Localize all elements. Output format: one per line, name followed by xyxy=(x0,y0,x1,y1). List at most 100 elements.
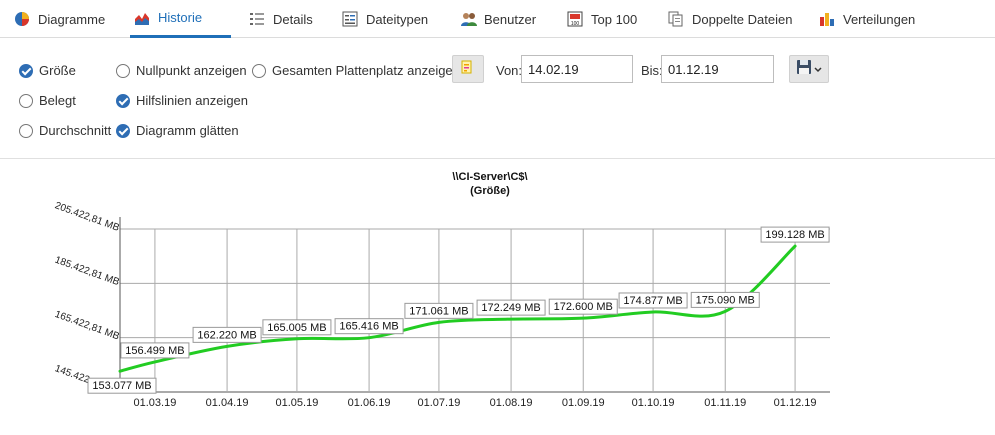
data-label: 199.128 MB xyxy=(760,226,830,243)
option-belegt[interactable]: Belegt xyxy=(19,93,76,108)
option-label: Durchschnitt xyxy=(39,123,112,138)
file-types-icon xyxy=(342,11,358,27)
x-tick-label: 01.09.19 xyxy=(562,397,605,409)
data-label: 153.077 MB xyxy=(87,377,157,394)
tab-label: Verteilungen xyxy=(843,11,916,27)
data-label-box xyxy=(548,298,618,315)
data-label-box xyxy=(87,377,157,394)
option-groesse[interactable]: Größe xyxy=(19,63,76,78)
option-glaetten[interactable]: Diagramm glätten xyxy=(116,123,239,138)
x-tick-label: 01.07.19 xyxy=(418,397,461,409)
history-chart-icon xyxy=(134,10,150,26)
von-label: Von: xyxy=(496,63,523,78)
tab-details[interactable]: Details xyxy=(245,0,313,38)
tab-doppelte-dateien[interactable]: Doppelte Dateien xyxy=(664,0,792,38)
option-plattenplatz[interactable]: Gesamten Plattenplatz anzeigen xyxy=(252,63,460,78)
data-label: 174.877 MB xyxy=(618,292,688,309)
data-label-box xyxy=(334,318,404,335)
tab-historie[interactable]: Historie xyxy=(130,0,231,38)
option-label: Belegt xyxy=(39,93,76,108)
chevron-down-icon xyxy=(814,60,822,78)
tab-top-100[interactable]: 100 Top 100 xyxy=(563,0,637,38)
data-label-box xyxy=(690,291,760,308)
svg-text:100: 100 xyxy=(571,21,580,27)
save-dropdown-button[interactable] xyxy=(789,55,829,83)
tab-benutzer[interactable]: Benutzer xyxy=(456,0,536,38)
data-label-text: 156.499 MB xyxy=(125,345,184,357)
radio-durchschnitt[interactable] xyxy=(19,123,33,138)
x-tick-label: 01.04.19 xyxy=(206,397,249,409)
tab-label: Historie xyxy=(158,10,203,25)
chart-series xyxy=(118,244,797,373)
x-tick-label: 01.12.19 xyxy=(774,397,817,409)
x-axis-ticks: 01.03.19 01.04.19 01.05.19 01.06.19 01.07.19… xyxy=(134,397,817,409)
data-label: 156.499 MB xyxy=(120,342,190,359)
chart-subtitle: (Größe) xyxy=(470,185,510,197)
data-label: 165.416 MB xyxy=(334,318,404,335)
tab-label: Doppelte Dateien xyxy=(692,11,793,27)
tab-label: Benutzer xyxy=(484,11,537,27)
legend-color-button[interactable] xyxy=(452,55,484,83)
data-label-box xyxy=(192,326,262,343)
data-label-box xyxy=(476,299,546,316)
floppy-disk-icon xyxy=(796,59,812,80)
checkbox-glaetten[interactable] xyxy=(116,123,130,138)
tab-dateitypen[interactable]: Dateitypen xyxy=(338,0,428,38)
option-label: Diagramm glätten xyxy=(136,123,239,138)
checkbox-nullpunkt[interactable] xyxy=(116,63,130,78)
x-tick-label: 01.10.19 xyxy=(632,397,675,409)
option-label: Größe xyxy=(39,63,76,78)
data-label-text: 175.090 MB xyxy=(696,294,755,306)
data-label: 172.249 MB xyxy=(476,299,546,316)
chart-data-labels: 153.077 MB 156.499 MB 162.220 MB 165.005 MB… xyxy=(87,226,830,394)
data-label-text: 171.061 MB xyxy=(409,305,468,317)
x-tick-label: 01.08.19 xyxy=(490,397,533,409)
x-tick-label: 01.11.19 xyxy=(704,397,746,409)
bis-label: Bis: xyxy=(641,63,663,78)
radio-belegt[interactable] xyxy=(19,93,33,108)
option-label: Gesamten Plattenplatz anzeigen xyxy=(272,63,460,78)
tab-label: Top 100 xyxy=(591,11,638,27)
data-label-text: 174.877 MB xyxy=(623,295,682,307)
users-icon xyxy=(460,11,477,27)
tab-label: Dateitypen xyxy=(366,11,429,27)
tab-bar: Diagramme Historie Details Dateitypen Be… xyxy=(0,0,995,38)
tab-verteilungen[interactable]: Verteilungen xyxy=(815,0,915,38)
data-label: 175.090 MB xyxy=(690,291,760,308)
x-tick-label: 01.03.19 xyxy=(134,397,177,409)
y-tick-label: 165.422,81 MB xyxy=(53,309,121,343)
option-durchschnitt[interactable]: Durchschnitt xyxy=(19,123,111,138)
data-label-box xyxy=(760,226,830,243)
details-list-icon xyxy=(249,11,265,27)
radio-groesse[interactable] xyxy=(19,63,33,78)
data-label-text: 172.600 MB xyxy=(554,301,613,313)
checkbox-plattenplatz[interactable] xyxy=(252,63,266,78)
pie-chart-icon xyxy=(14,11,30,27)
duplicate-files-icon xyxy=(668,11,684,27)
option-hilfslinien[interactable]: Hilfslinien anzeigen xyxy=(116,93,248,108)
checkbox-hilfslinien[interactable] xyxy=(116,93,130,108)
y-tick-label: 205.422,81 MB xyxy=(53,200,121,234)
option-nullpunkt[interactable]: Nullpunkt anzeigen xyxy=(116,63,247,78)
data-label-text: 172.249 MB xyxy=(481,302,540,314)
chart-title: \\CI-Server\C$\ xyxy=(452,171,527,183)
tab-label: Details xyxy=(273,11,313,27)
x-tick-label: 01.05.19 xyxy=(276,397,319,409)
data-label: 171.061 MB xyxy=(404,302,474,319)
bis-date-input[interactable] xyxy=(661,55,774,83)
option-label: Hilfslinien anzeigen xyxy=(136,93,249,108)
data-label-text: 165.416 MB xyxy=(339,321,398,333)
option-label: Nullpunkt anzeigen xyxy=(136,63,247,78)
legend-color-icon xyxy=(460,59,476,80)
von-date-input[interactable] xyxy=(521,55,633,83)
data-label-box xyxy=(404,302,474,319)
top100-icon: 100 xyxy=(567,11,583,27)
history-line-chart: \\CI-Server\C$\ (Größe) 205.422,81 MB 185… xyxy=(53,171,830,409)
data-label-box xyxy=(618,292,688,309)
section-divider xyxy=(0,158,995,159)
tab-diagramme[interactable]: Diagramme xyxy=(10,0,105,38)
data-label: 165.005 MB xyxy=(262,319,332,336)
data-label-box xyxy=(120,342,190,359)
x-tick-label: 01.06.19 xyxy=(348,397,391,409)
